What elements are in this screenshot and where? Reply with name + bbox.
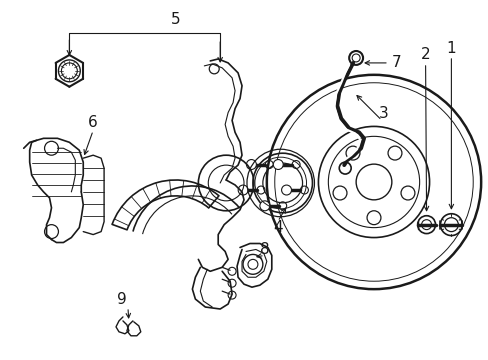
Text: 6: 6 (88, 115, 98, 130)
Circle shape (246, 159, 256, 170)
Text: 9: 9 (117, 292, 126, 307)
Text: 5: 5 (170, 12, 180, 27)
Circle shape (238, 185, 247, 195)
Text: 4: 4 (272, 220, 282, 235)
Text: 1: 1 (446, 41, 455, 55)
Circle shape (259, 201, 269, 211)
Text: 2: 2 (420, 48, 429, 63)
Text: 3: 3 (378, 106, 388, 121)
Circle shape (273, 159, 283, 170)
Text: 7: 7 (391, 55, 401, 71)
Circle shape (281, 185, 291, 195)
Text: 8: 8 (260, 242, 269, 257)
